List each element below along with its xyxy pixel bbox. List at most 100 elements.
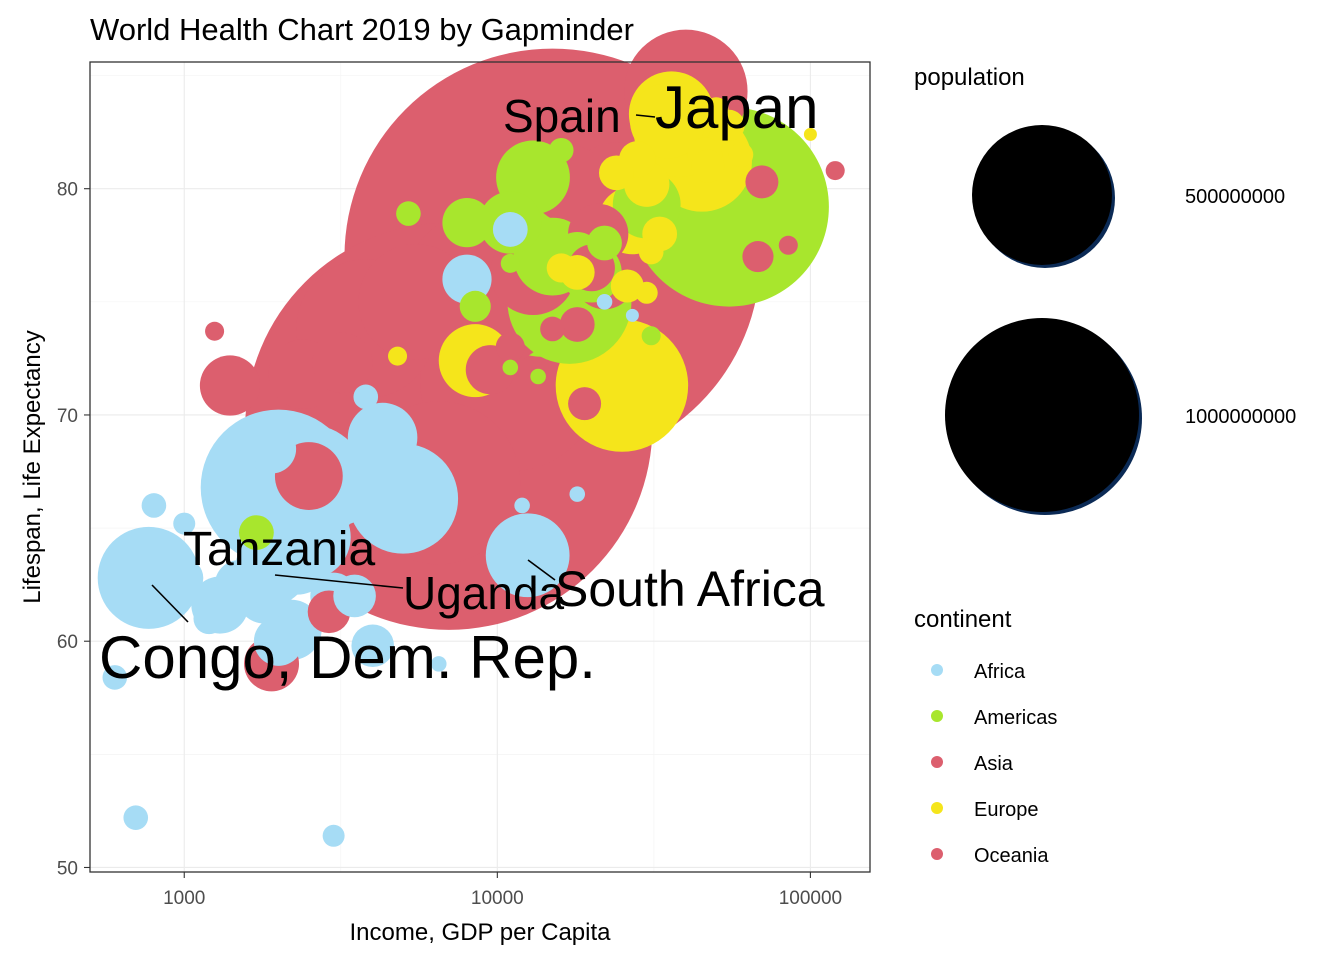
data-point-asia: Asia bbox=[742, 241, 774, 273]
annotation-label: South Africa bbox=[555, 561, 825, 617]
size-legend-label: 500000000 bbox=[1185, 186, 1285, 208]
data-point-africa: Africa bbox=[430, 656, 447, 672]
y-tick-label: 60 bbox=[57, 632, 78, 653]
data-point-americas: Americas bbox=[442, 198, 492, 248]
data-point-africa: Africa bbox=[333, 574, 376, 618]
data-point-asia: Asia bbox=[745, 165, 779, 199]
continent-legend-key bbox=[931, 802, 943, 814]
data-point-africa: Africa bbox=[569, 486, 586, 502]
data-point-africa: Africa bbox=[253, 616, 304, 666]
plot-border bbox=[89, 61, 871, 873]
chart-title: World Health Chart 2019 by Gapminder bbox=[90, 12, 634, 47]
data-point-africa: Africa bbox=[193, 603, 225, 635]
data-point-africa: Africa bbox=[173, 512, 196, 535]
population-legend: population 500000000 1000000000 bbox=[914, 64, 1296, 515]
data-point-africa: Africa bbox=[514, 497, 530, 514]
y-tick-label: 80 bbox=[57, 180, 78, 201]
continent-legend-key bbox=[931, 756, 943, 768]
continent-legend-label: Oceania bbox=[974, 845, 1049, 867]
data-point-europe: Europe bbox=[388, 346, 408, 366]
data-points: AsiaAsiaAmericasAsiaAsiaAmericasAsiaAfri… bbox=[97, 29, 845, 847]
y-tick-label: 70 bbox=[57, 406, 78, 427]
data-point-europe: Europe bbox=[703, 97, 729, 122]
data-point-americas: Americas bbox=[459, 290, 491, 322]
data-point-asia: Asia bbox=[312, 332, 373, 394]
population-legend-title: population bbox=[914, 64, 1025, 91]
data-point-asia: Asia bbox=[495, 332, 525, 362]
x-axis-title: Income, GDP per Capita bbox=[349, 919, 611, 946]
data-point-europe: Europe bbox=[635, 281, 658, 304]
data-point-asia: Asia bbox=[540, 316, 565, 342]
data-point-americas: Americas bbox=[530, 368, 546, 385]
data-point-europe: Europe bbox=[629, 83, 706, 159]
size-legend-key bbox=[945, 318, 1139, 512]
data-point-americas: Americas bbox=[548, 137, 574, 163]
data-point-europe: Europe bbox=[610, 269, 644, 303]
data-point-africa: Africa bbox=[141, 493, 167, 518]
data-point-asia: Asia bbox=[778, 235, 798, 255]
annotation-label: Uganda bbox=[403, 567, 565, 619]
data-point-africa: Africa bbox=[322, 824, 345, 847]
data-point-asia: Asia bbox=[572, 389, 597, 414]
data-point-europe: Europe bbox=[598, 155, 634, 191]
data-point-americas: Americas bbox=[502, 359, 519, 376]
data-point-africa: Africa bbox=[492, 212, 528, 247]
continent-legend: continent Africa Americas Asia Europe Oceani… bbox=[914, 606, 1057, 867]
data-point-europe: Europe bbox=[803, 127, 817, 141]
data-point-africa: Africa bbox=[102, 665, 128, 690]
size-legend-key bbox=[972, 125, 1112, 265]
y-axis-title: Lifespan, Life Expectancy bbox=[19, 330, 46, 604]
data-point-africa: Africa bbox=[291, 555, 327, 591]
data-point-europe: Europe bbox=[691, 149, 725, 183]
data-point-europe: Europe bbox=[728, 142, 754, 168]
y-tick-label: 50 bbox=[57, 858, 78, 879]
data-point-africa: Africa bbox=[625, 308, 639, 322]
data-point-asia: Asia bbox=[199, 355, 261, 416]
data-point-africa: Africa bbox=[347, 402, 418, 473]
x-tick-label: 1000 bbox=[163, 888, 205, 909]
data-point-africa: Africa bbox=[246, 424, 297, 474]
x-tick-label: 10000 bbox=[471, 888, 524, 909]
y-axis-ticks: 50 60 70 80 bbox=[57, 180, 90, 879]
continent-legend-label: Americas bbox=[974, 707, 1057, 729]
annotation-label: Japan bbox=[655, 74, 818, 141]
data-point-africa: Africa bbox=[123, 805, 149, 830]
x-axis-ticks: 1000 10000 100000 bbox=[163, 872, 842, 909]
data-point-africa: Africa bbox=[351, 624, 395, 668]
data-point-americas: Americas bbox=[641, 326, 661, 346]
data-point-asia: Asia bbox=[559, 307, 595, 342]
continent-legend-label: Asia bbox=[974, 753, 1014, 775]
data-point-americas: Americas bbox=[587, 225, 622, 261]
annotation-connector bbox=[635, 114, 656, 118]
data-point-americas: Americas bbox=[239, 515, 274, 551]
x-tick-label: 100000 bbox=[779, 888, 842, 909]
data-point-americas: Americas bbox=[396, 201, 421, 226]
data-point-asia: Asia bbox=[825, 161, 845, 181]
annotation-label: Congo, Dem. Rep. bbox=[99, 624, 596, 691]
data-point-europe: Europe bbox=[546, 253, 576, 283]
data-point-africa: Africa bbox=[238, 446, 258, 466]
continent-legend-key bbox=[931, 848, 943, 860]
data-point-europe: Europe bbox=[638, 239, 664, 265]
annotation-label: Tanzania bbox=[183, 523, 375, 576]
continent-legend-key bbox=[931, 664, 943, 676]
annotation-connector bbox=[151, 584, 189, 623]
data-point-africa: Africa bbox=[165, 558, 204, 597]
data-point-africa: Africa bbox=[118, 587, 154, 623]
annotation-label: Spain bbox=[503, 90, 621, 142]
data-point-asia: Asia bbox=[205, 321, 225, 341]
annotation-connector bbox=[274, 574, 404, 589]
annotation-connector bbox=[527, 559, 556, 581]
data-point-africa: Africa bbox=[214, 560, 264, 610]
plot-panel: AsiaAsiaAmericasAsiaAsiaAmericasAsiaAfri… bbox=[89, 29, 871, 873]
continent-legend-title: continent bbox=[914, 606, 1012, 633]
continent-legend-label: Europe bbox=[974, 799, 1039, 821]
size-legend-label: 1000000000 bbox=[1185, 406, 1296, 428]
data-point-americas: Americas bbox=[500, 253, 520, 273]
continent-legend-key bbox=[931, 710, 943, 722]
data-point-africa: Africa bbox=[353, 384, 379, 410]
continent-legend-label: Africa bbox=[974, 661, 1026, 683]
data-point-africa: Africa bbox=[596, 294, 613, 310]
